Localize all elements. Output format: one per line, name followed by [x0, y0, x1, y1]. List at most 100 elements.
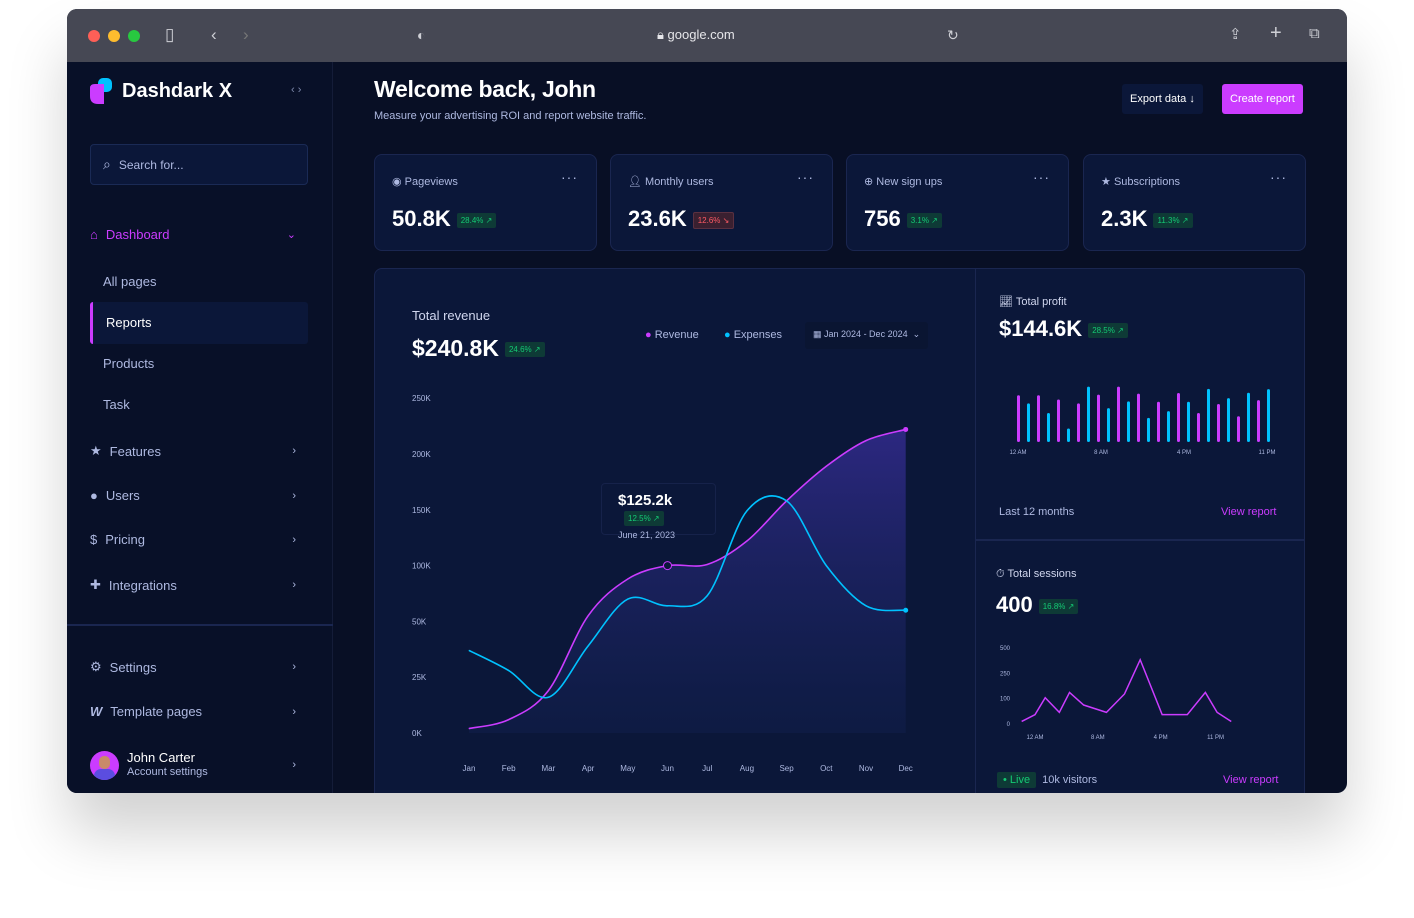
nav-label: Users — [105, 488, 140, 503]
back-icon[interactable]: ‹ — [211, 25, 217, 44]
x-tick-label: Jun — [661, 764, 674, 773]
minimize-button[interactable] — [108, 30, 120, 42]
account-menu[interactable]: John Carter Account settings › — [90, 750, 308, 780]
x-tick-label: May — [620, 764, 635, 773]
x-tick-label: 8 AM — [1094, 450, 1108, 456]
sidebar-subitem-products[interactable]: Products — [103, 356, 155, 371]
bar — [1057, 399, 1060, 442]
address-bar[interactable]: 🔒︎ google.com — [657, 27, 735, 42]
calendar-icon: ▦ — [813, 329, 822, 339]
x-tick-label: Dec — [899, 764, 913, 773]
kpi-label: Pageviews — [404, 176, 458, 188]
revenue-value: $240.8K 24.6% ↗ — [412, 335, 545, 362]
bar — [1157, 401, 1160, 442]
sidebar-item-users[interactable]: ● Users › — [90, 488, 308, 503]
close-button[interactable] — [88, 30, 100, 42]
sessions-line — [1021, 657, 1232, 723]
maximize-button[interactable] — [128, 30, 140, 42]
chevron-down-icon: ⌄ — [286, 229, 296, 241]
x-tick-label: 11 PM — [1207, 735, 1224, 741]
legend-revenue[interactable]: ● Revenue — [645, 329, 699, 341]
create-report-button[interactable]: Create report — [1222, 84, 1303, 114]
export-data-button[interactable]: Export data ↓ — [1122, 84, 1203, 114]
sidebar-item-dashboard[interactable]: ⌂ Dashboard ⌄ — [90, 227, 308, 242]
analytics-card: Total revenue $240.8K 24.6% ↗ ● Revenue ●… — [374, 268, 1305, 793]
legend-expenses[interactable]: ● Expenses — [724, 329, 783, 341]
profit-view-report-link[interactable]: View report — [1221, 506, 1277, 518]
series-end-point — [903, 607, 909, 613]
visitors-count: 10k visitors — [1042, 774, 1098, 786]
more-icon[interactable]: ··· — [797, 169, 814, 185]
sidebar-item-settings[interactable]: ⚙ Settings › — [90, 659, 308, 675]
tabs-icon[interactable]: ⧉ — [1309, 25, 1320, 42]
date-range-select[interactable]: ▦ Jan 2024 - Dec 2024 ⌄ — [805, 322, 929, 349]
browser-window: ▯ ‹ › ◐ 🔒︎ google.com ↻ ⇪ + ⧉ Dashdark X… — [67, 9, 1347, 793]
x-tick-label: Mar — [542, 764, 556, 773]
sessions-title: ⏱︎ Total sessions — [996, 568, 1077, 580]
revenue-title: Total revenue — [412, 308, 491, 323]
new-tab-icon[interactable]: + — [1270, 22, 1282, 44]
sidebar-subitem-task[interactable]: Task — [103, 397, 130, 412]
search-icon: ⌕ — [103, 156, 111, 172]
dollar-icon: $ — [90, 532, 98, 547]
x-tick-label: 12 AM — [1009, 450, 1026, 456]
user-subtitle: Account settings — [127, 766, 208, 778]
x-tick-label: 12 AM — [1026, 735, 1043, 741]
star-icon: ★ — [90, 443, 102, 458]
sidebar-item-template-pages[interactable]: W Template pages › — [90, 704, 308, 719]
forward-icon[interactable]: › — [243, 25, 249, 44]
bar — [1147, 417, 1150, 442]
live-badge: • Live — [997, 772, 1037, 788]
more-icon[interactable]: ··· — [561, 169, 578, 185]
change-badge: 11.3% ↗ — [1153, 212, 1193, 228]
sidebar-subitem-reports[interactable]: Reports — [90, 302, 308, 344]
more-icon[interactable]: ··· — [1033, 169, 1050, 185]
brand-logo[interactable]: Dashdark X — [90, 78, 232, 104]
bar — [1217, 403, 1220, 442]
kpi-label: New sign ups — [876, 176, 943, 188]
kpi-card-monthly-users: 👤︎ Monthly users ··· 23.6K 12.6% ↘ — [610, 154, 833, 251]
sessions-value: 400 16.8% ↗ — [996, 592, 1079, 618]
chevron-right-icon: › — [292, 489, 296, 502]
bar — [1037, 395, 1040, 442]
brand-name: Dashdark X — [122, 79, 233, 102]
gear-icon: ⚙ — [90, 659, 102, 674]
collapse-icon[interactable]: ‹ › — [291, 84, 302, 96]
more-icon[interactable]: ··· — [1270, 169, 1287, 185]
search-input[interactable]: ⌕ Search for... — [90, 144, 308, 185]
bar — [1097, 394, 1100, 442]
kpi-value: 756 — [864, 206, 901, 231]
bar — [1267, 389, 1270, 442]
live-label: Live — [1009, 774, 1031, 786]
sidebar-item-features[interactable]: ★ Features › — [90, 443, 308, 459]
bar — [1177, 393, 1180, 442]
reload-icon[interactable]: ↻ — [947, 27, 959, 43]
x-tick-label: 4 PM — [1177, 450, 1191, 456]
change-badge: 16.8% ↗ — [1038, 598, 1079, 614]
shield-icon: ◐ — [417, 27, 426, 43]
user-name: John Carter — [127, 750, 195, 765]
sidebar-item-pricing[interactable]: $ Pricing › — [90, 532, 308, 547]
sidebar-subitem-all-pages[interactable]: All pages — [103, 274, 157, 289]
stopwatch-icon: ⏱︎ — [996, 568, 1005, 580]
sidebar-item-integrations[interactable]: ✚ Integrations › — [90, 577, 308, 593]
share-icon[interactable]: ⇪ — [1229, 26, 1242, 43]
change-badge: 28.4% ↗ — [456, 212, 497, 228]
y-tick-label: 100 — [1000, 697, 1011, 703]
kpi-value: 2.3K — [1101, 206, 1148, 231]
kpi-card-new-sign-ups: ⊕ New sign ups ··· 756 3.1% ↗ — [846, 154, 1069, 251]
logo-icon — [90, 78, 112, 104]
profit-bar-chart: 12 AM 8 AM 4 PM 11 PM — [1009, 386, 1275, 456]
page-subtitle: Measure your advertising ROI and report … — [374, 110, 647, 122]
chevron-right-icon: › — [292, 661, 296, 673]
data-point — [663, 561, 672, 571]
y-tick-label: 0K — [412, 729, 422, 738]
sessions-view-report-link[interactable]: View report — [1223, 774, 1279, 786]
sidebar-toggle-icon[interactable]: ▯ — [165, 25, 175, 44]
tooltip-value: $125.2k — [618, 492, 673, 509]
chevron-right-icon: › — [292, 579, 296, 591]
y-tick-label: 500 — [1000, 646, 1011, 652]
change-badge: 3.1% ↗ — [906, 212, 942, 228]
bar — [1107, 408, 1110, 442]
bar — [1187, 401, 1190, 442]
